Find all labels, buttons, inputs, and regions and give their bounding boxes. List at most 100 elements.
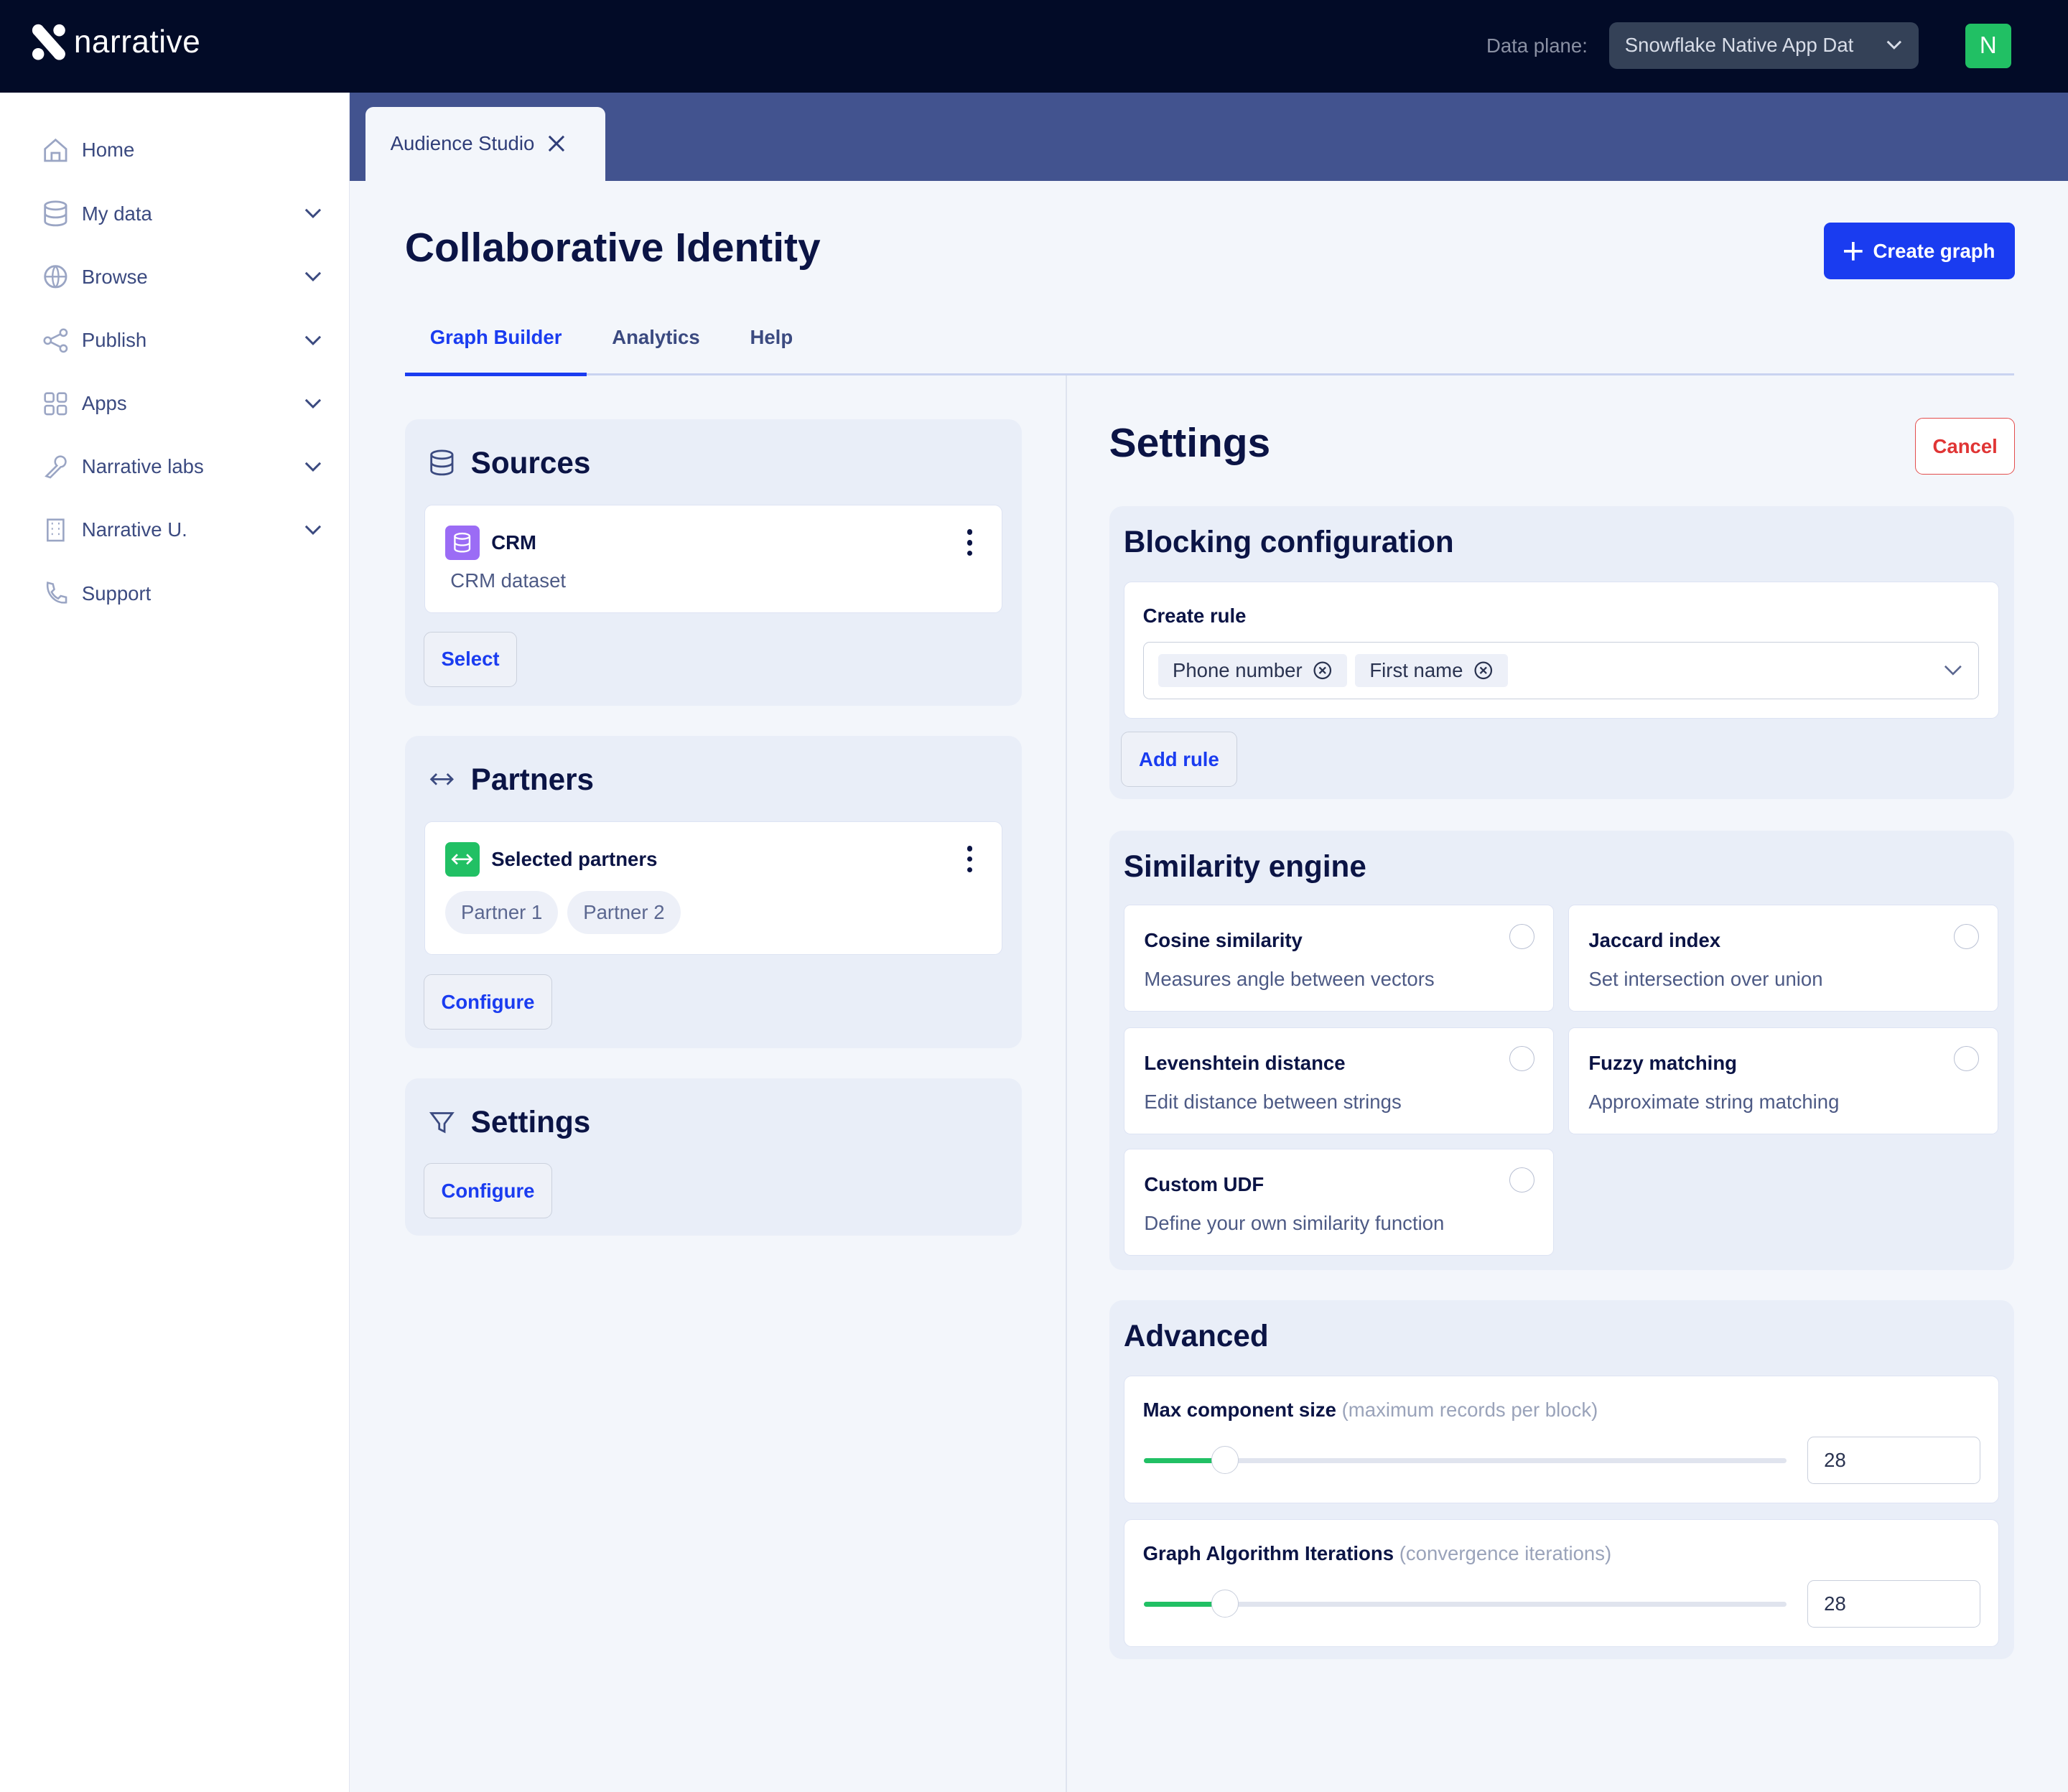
radio-button[interactable] — [1509, 923, 1534, 949]
partner-chip[interactable]: Partner 2 — [567, 890, 681, 935]
sidebar-item-label: Home — [81, 139, 135, 162]
configure-partners-button[interactable]: Configure — [423, 974, 553, 1030]
database-icon — [444, 525, 480, 560]
more-options-icon[interactable] — [967, 846, 973, 873]
sidebar-item-label: Narrative labs — [81, 455, 204, 478]
advanced-panel: Advanced Max component size (maximum rec… — [1109, 1299, 2014, 1659]
chevron-down-icon[interactable] — [304, 525, 322, 536]
option-name: Jaccard index — [1588, 929, 1721, 951]
building-icon — [46, 518, 65, 542]
chevron-down-icon[interactable] — [304, 462, 322, 472]
create-graph-label: Create graph — [1873, 239, 1995, 262]
option-name: Custom UDF — [1144, 1172, 1264, 1195]
option-name: Cosine similarity — [1144, 929, 1303, 951]
option-cosine-similarity[interactable]: Cosine similarity Measures angle between … — [1123, 904, 1554, 1012]
option-levenshtein-distance[interactable]: Levenshtein distance Edit distance betwee… — [1123, 1027, 1554, 1134]
chevron-down-icon[interactable] — [304, 398, 322, 409]
tab-analytics[interactable]: Analytics — [612, 325, 700, 348]
column-divider — [1066, 375, 1067, 1792]
partners-panel: Partners Selected partners Partner 1 Par… — [404, 735, 1023, 1049]
chevron-down-icon[interactable] — [304, 271, 322, 282]
arrows-horizontal-icon — [429, 773, 454, 785]
database-icon — [430, 449, 454, 476]
graph-iterations-slider[interactable] — [1144, 1590, 1787, 1618]
data-plane-select[interactable]: Snowflake Native App Dat — [1608, 22, 1919, 69]
remove-tag-icon[interactable] — [1473, 661, 1494, 681]
tag-label: First name — [1369, 659, 1463, 682]
sidebar-item-apps[interactable]: Apps — [42, 383, 322, 423]
grid-icon — [44, 392, 67, 415]
slider-thumb[interactable] — [1211, 1590, 1239, 1618]
sidebar-item-label: Support — [81, 582, 152, 605]
option-name: Levenshtein distance — [1144, 1051, 1346, 1074]
option-custom-udf[interactable]: Custom UDF Define your own similarity fun… — [1123, 1148, 1554, 1256]
sidebar-item-home[interactable]: Home — [42, 131, 322, 170]
tab-help[interactable]: Help — [750, 325, 793, 348]
partners-card-title: Selected partners — [491, 847, 658, 870]
user-avatar[interactable]: N — [1965, 24, 2011, 69]
field-hint: (convergence iterations) — [1399, 1542, 1612, 1565]
chevron-down-icon — [1944, 665, 1962, 676]
slider-thumb[interactable] — [1211, 1446, 1239, 1474]
sidebar-item-support[interactable]: Support — [42, 574, 322, 613]
field-label: Graph Algorithm Iterations (convergence … — [1143, 1542, 1612, 1565]
add-rule-button[interactable]: Add rule — [1121, 732, 1237, 788]
partners-card[interactable]: Selected partners Partner 1 Partner 2 — [424, 821, 1002, 955]
max-component-size-input[interactable]: 28 — [1807, 1437, 1980, 1485]
chevron-down-icon[interactable] — [304, 208, 322, 219]
remove-tag-icon[interactable] — [1313, 661, 1333, 681]
app-tab-audience-studio[interactable]: Audience Studio — [365, 106, 606, 181]
chevron-down-icon[interactable] — [304, 335, 322, 346]
data-plane-value: Snowflake Native App Dat — [1624, 34, 1854, 57]
option-desc: Set intersection over union — [1588, 968, 1823, 991]
settings-panel-title: Settings — [470, 1105, 591, 1139]
home-icon — [44, 138, 67, 162]
sidebar-item-narrative-labs[interactable]: Narrative labs — [42, 447, 322, 487]
max-component-size-slider[interactable] — [1144, 1446, 1787, 1474]
field-label-text: Max component size — [1142, 1398, 1336, 1421]
cancel-button[interactable]: Cancel — [1914, 418, 2016, 475]
arrows-horizontal-icon — [444, 841, 480, 877]
data-plane-label: Data plane: — [1486, 34, 1588, 57]
create-graph-button[interactable]: Create graph — [1824, 223, 2016, 280]
configure-settings-button[interactable]: Configure — [423, 1162, 553, 1219]
sidebar — [0, 92, 350, 1792]
tag-chip: Phone number — [1158, 653, 1348, 688]
sidebar-item-label: Browse — [81, 265, 148, 288]
sidebar-item-publish[interactable]: Publish — [42, 320, 322, 360]
option-fuzzy-matching[interactable]: Fuzzy matching Approximate string matchin… — [1568, 1027, 1998, 1134]
option-desc: Edit distance between strings — [1144, 1090, 1402, 1113]
max-component-size-field: Max component size (maximum records per … — [1123, 1375, 2000, 1503]
partner-chip[interactable]: Partner 1 — [444, 890, 559, 935]
radio-button[interactable] — [1509, 1167, 1534, 1193]
sidebar-item-label: My data — [81, 202, 152, 225]
phone-icon — [46, 582, 67, 604]
wrench-icon — [44, 455, 67, 479]
sidebar-item-my-data[interactable]: My data — [42, 194, 322, 233]
radio-button[interactable] — [1953, 923, 1979, 949]
option-desc: Define your own similarity function — [1144, 1211, 1445, 1234]
sidebar-item-browse[interactable]: Browse — [42, 257, 322, 297]
chevron-down-icon — [1886, 40, 1901, 50]
tab-graph-builder[interactable]: Graph Builder — [404, 310, 587, 377]
more-options-icon[interactable] — [967, 529, 973, 556]
sidebar-item-label: Publish — [81, 328, 147, 351]
source-name: CRM — [491, 531, 536, 554]
option-jaccard-index[interactable]: Jaccard index Set intersection over union — [1568, 904, 1998, 1012]
select-source-button[interactable]: Select — [423, 631, 518, 687]
brand-name: narrative — [73, 24, 201, 60]
option-desc: Measures angle between vectors — [1144, 968, 1435, 991]
page-title: Collaborative Identity — [404, 225, 821, 271]
tag-label: Phone number — [1172, 659, 1303, 682]
close-icon[interactable] — [548, 135, 565, 152]
option-name: Fuzzy matching — [1588, 1051, 1737, 1074]
brand-logo[interactable]: narrative — [32, 24, 200, 60]
radio-button[interactable] — [1953, 1046, 1979, 1072]
source-card-crm[interactable]: CRM CRM dataset — [424, 505, 1002, 614]
app-tab-strip — [349, 92, 2068, 181]
graph-iterations-input[interactable]: 28 — [1807, 1580, 1980, 1628]
sidebar-item-narrative-u[interactable]: Narrative U. — [42, 510, 322, 550]
rule-fields-select[interactable]: Phone number First name — [1142, 641, 1980, 700]
radio-button[interactable] — [1509, 1046, 1534, 1072]
share-icon — [43, 327, 68, 353]
